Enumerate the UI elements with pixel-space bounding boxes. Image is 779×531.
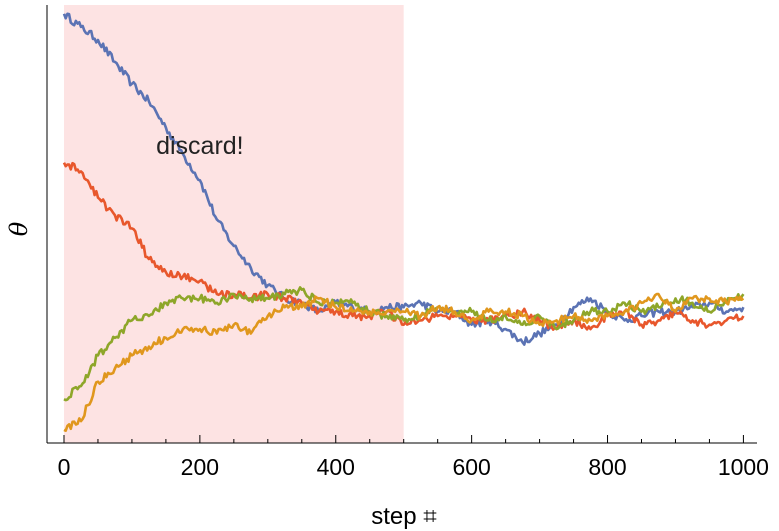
x-tick-label: 1000 [718,454,769,480]
x-tick-label: 800 [588,454,626,480]
series-line-3 [63,286,745,402]
x-tick-label: 400 [317,454,355,480]
x-tick-label: 600 [452,454,490,480]
y-axis-label: θ [5,221,33,236]
series-layer [62,12,745,432]
x-tick-label: 200 [181,454,219,480]
x-axis-label: step ⌗ [371,503,437,530]
series-line-2 [62,161,745,331]
discard-region [63,5,404,443]
series-line-4 [63,292,745,432]
x-ticks: 0 200 400 600 800 1000 [58,435,769,480]
discard-annotation: discard! [156,132,244,160]
series-line-1 [62,12,745,346]
x-tick-label: 0 [58,454,71,480]
